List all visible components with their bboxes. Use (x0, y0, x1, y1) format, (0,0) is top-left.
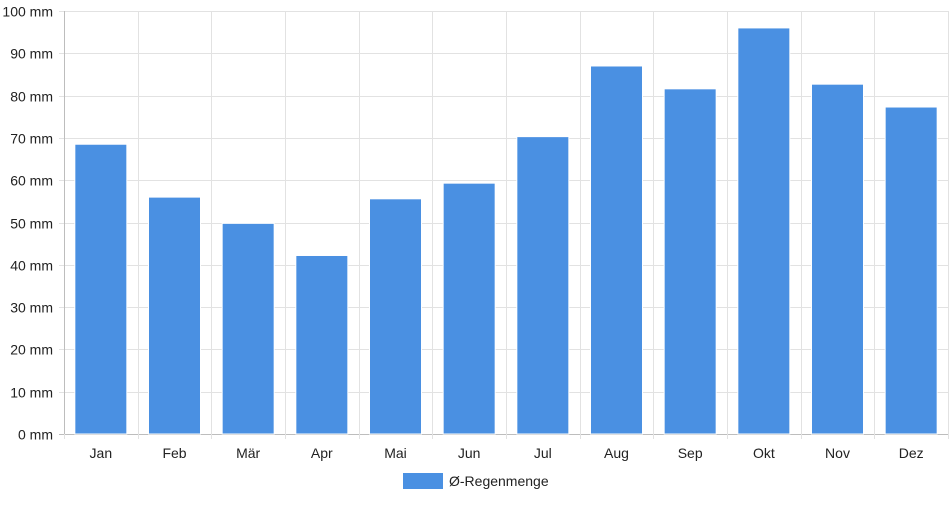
y-tick-label: 90 mm (10, 46, 53, 62)
x-tick-label: Apr (311, 445, 333, 461)
x-tick-label: Jan (90, 445, 113, 461)
bar-jun[interactable] (442, 182, 496, 435)
x-tick-label: Sep (678, 445, 703, 461)
y-tick-label: 0 mm (18, 427, 53, 443)
bar-mär[interactable] (221, 222, 275, 435)
y-tick-label: 40 mm (10, 258, 53, 274)
x-tick-label: Feb (162, 445, 186, 461)
x-tick-label: Aug (604, 445, 629, 461)
x-tick-labels: Jan Feb Mär Apr Mai Jun Jul Aug Sep Okt Nov Dez (90, 445, 924, 461)
bar-dez[interactable] (884, 106, 938, 435)
y-tick-label: 60 mm (10, 173, 53, 189)
bar-jul[interactable] (516, 136, 570, 435)
x-tick-label: Okt (753, 445, 775, 461)
x-tick-label: Jun (458, 445, 481, 461)
x-tick-label: Mär (236, 445, 260, 461)
bar-mai[interactable] (369, 198, 422, 435)
bar-feb[interactable] (148, 196, 201, 435)
legend-label: Ø-Regenmenge (449, 473, 549, 489)
bar-okt[interactable] (737, 27, 791, 435)
legend-swatch (403, 473, 443, 489)
y-tick-label: 50 mm (10, 216, 53, 232)
x-tick-label: Mai (384, 445, 407, 461)
y-tick-label: 100 mm (2, 4, 53, 20)
x-tick-label: Jul (534, 445, 552, 461)
y-tick-label: 30 mm (10, 300, 53, 316)
y-tick-label: 80 mm (10, 89, 53, 105)
y-tick-label: 70 mm (10, 131, 53, 147)
bar-aug[interactable] (590, 65, 643, 435)
bar-jan[interactable] (74, 143, 128, 435)
y-tick-labels: 0 mm 10 mm 20 mm 30 mm 40 mm 50 mm 60 mm 70 mm 8… (2, 4, 53, 443)
y-tick-label: 10 mm (10, 385, 53, 401)
x-tick-label: Nov (825, 445, 850, 461)
legend: Ø-Regenmenge (403, 473, 549, 489)
bar-apr[interactable] (295, 254, 349, 435)
y-tick-label: 20 mm (10, 342, 53, 358)
bar-sep[interactable] (663, 88, 717, 435)
bars (74, 27, 938, 435)
bar-nov[interactable] (811, 83, 864, 435)
x-tick-label: Dez (899, 445, 924, 461)
